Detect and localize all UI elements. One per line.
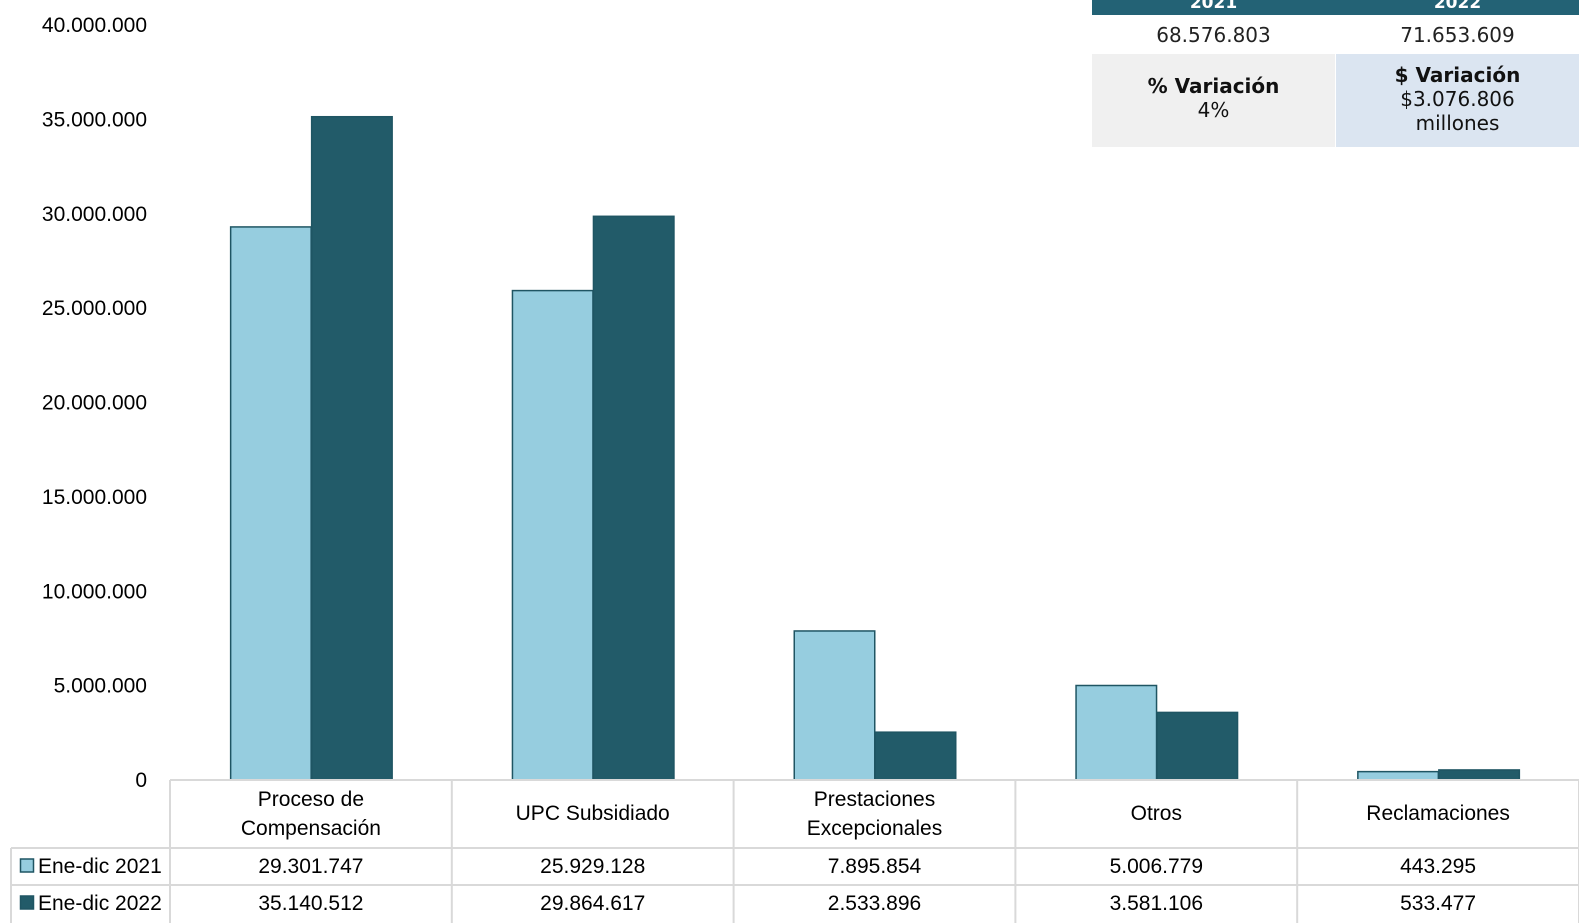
bar (310, 115, 393, 781)
variation-summary: 2021 2022 68.576.803 71.653.609 % Variac… (1092, 0, 1579, 148)
data-label: 443.295 (1400, 855, 1476, 878)
bar (511, 289, 594, 781)
data-label: 533.477 (1400, 892, 1476, 915)
bar (1438, 769, 1521, 781)
data-label: 3.581.106 (1110, 892, 1203, 915)
summary-year-2022: 2022 (1433, 0, 1482, 13)
x-tick-label: Excepcionales (807, 817, 942, 840)
bar (1357, 770, 1440, 781)
pct-variation-value: 4% (1197, 98, 1230, 122)
x-tick-label: UPC Subsidiado (516, 802, 670, 825)
legend-label: Ene-dic 2021 (38, 855, 162, 878)
pct-variation-cell: % Variación 4% (1092, 54, 1335, 147)
abs-variation-label: $ Variación (1394, 63, 1521, 87)
bar (592, 215, 675, 781)
summary-total-2021: 68.576.803 (1156, 23, 1271, 47)
data-label: 7.895.854 (828, 855, 922, 878)
x-tick-label: Otros (1131, 802, 1182, 825)
y-tick-label: 35.000.000 (42, 108, 147, 131)
x-tick-label: Prestaciones (814, 788, 935, 811)
abs-variation-cell: $ Variación $3.076.806 millones (1336, 54, 1579, 147)
legend-label: Ene-dic 2022 (38, 892, 162, 915)
summary-year-2021: 2021 (1189, 0, 1238, 13)
y-tick-label: 40.000.000 (42, 14, 147, 37)
x-tick-label: Reclamaciones (1366, 802, 1510, 825)
y-tick-label: 25.000.000 (42, 297, 147, 320)
legend-swatch (19, 858, 35, 873)
abs-variation-unit: millones (1415, 111, 1500, 135)
data-label: 29.301.747 (258, 855, 363, 878)
x-tick-label: Proceso de (258, 788, 364, 811)
y-tick-label: 0 (135, 769, 147, 792)
y-tick-label: 10.000.000 (42, 580, 147, 603)
bar (874, 731, 957, 781)
y-tick-label: 30.000.000 (42, 203, 147, 226)
data-label: 25.929.128 (540, 855, 645, 878)
y-tick-label: 20.000.000 (42, 392, 147, 415)
summary-header: 2021 2022 (1092, 0, 1579, 15)
data-label: 29.864.617 (540, 892, 645, 915)
y-tick-label: 5.000.000 (54, 675, 147, 698)
bar (1075, 684, 1158, 781)
legend-swatch (19, 895, 35, 910)
summary-total-2022: 71.653.609 (1400, 23, 1515, 47)
data-label: 35.140.512 (258, 892, 363, 915)
pct-variation-label: % Variación (1147, 74, 1280, 98)
abs-variation-value: $3.076.806 (1400, 87, 1515, 111)
data-label: 2.533.896 (828, 892, 921, 915)
bar (229, 226, 312, 781)
data-label: 5.006.779 (1110, 855, 1203, 878)
bar (1156, 711, 1239, 781)
y-tick-label: 15.000.000 (42, 486, 147, 509)
x-tick-label: Compensación (241, 817, 381, 840)
bar (793, 630, 876, 781)
